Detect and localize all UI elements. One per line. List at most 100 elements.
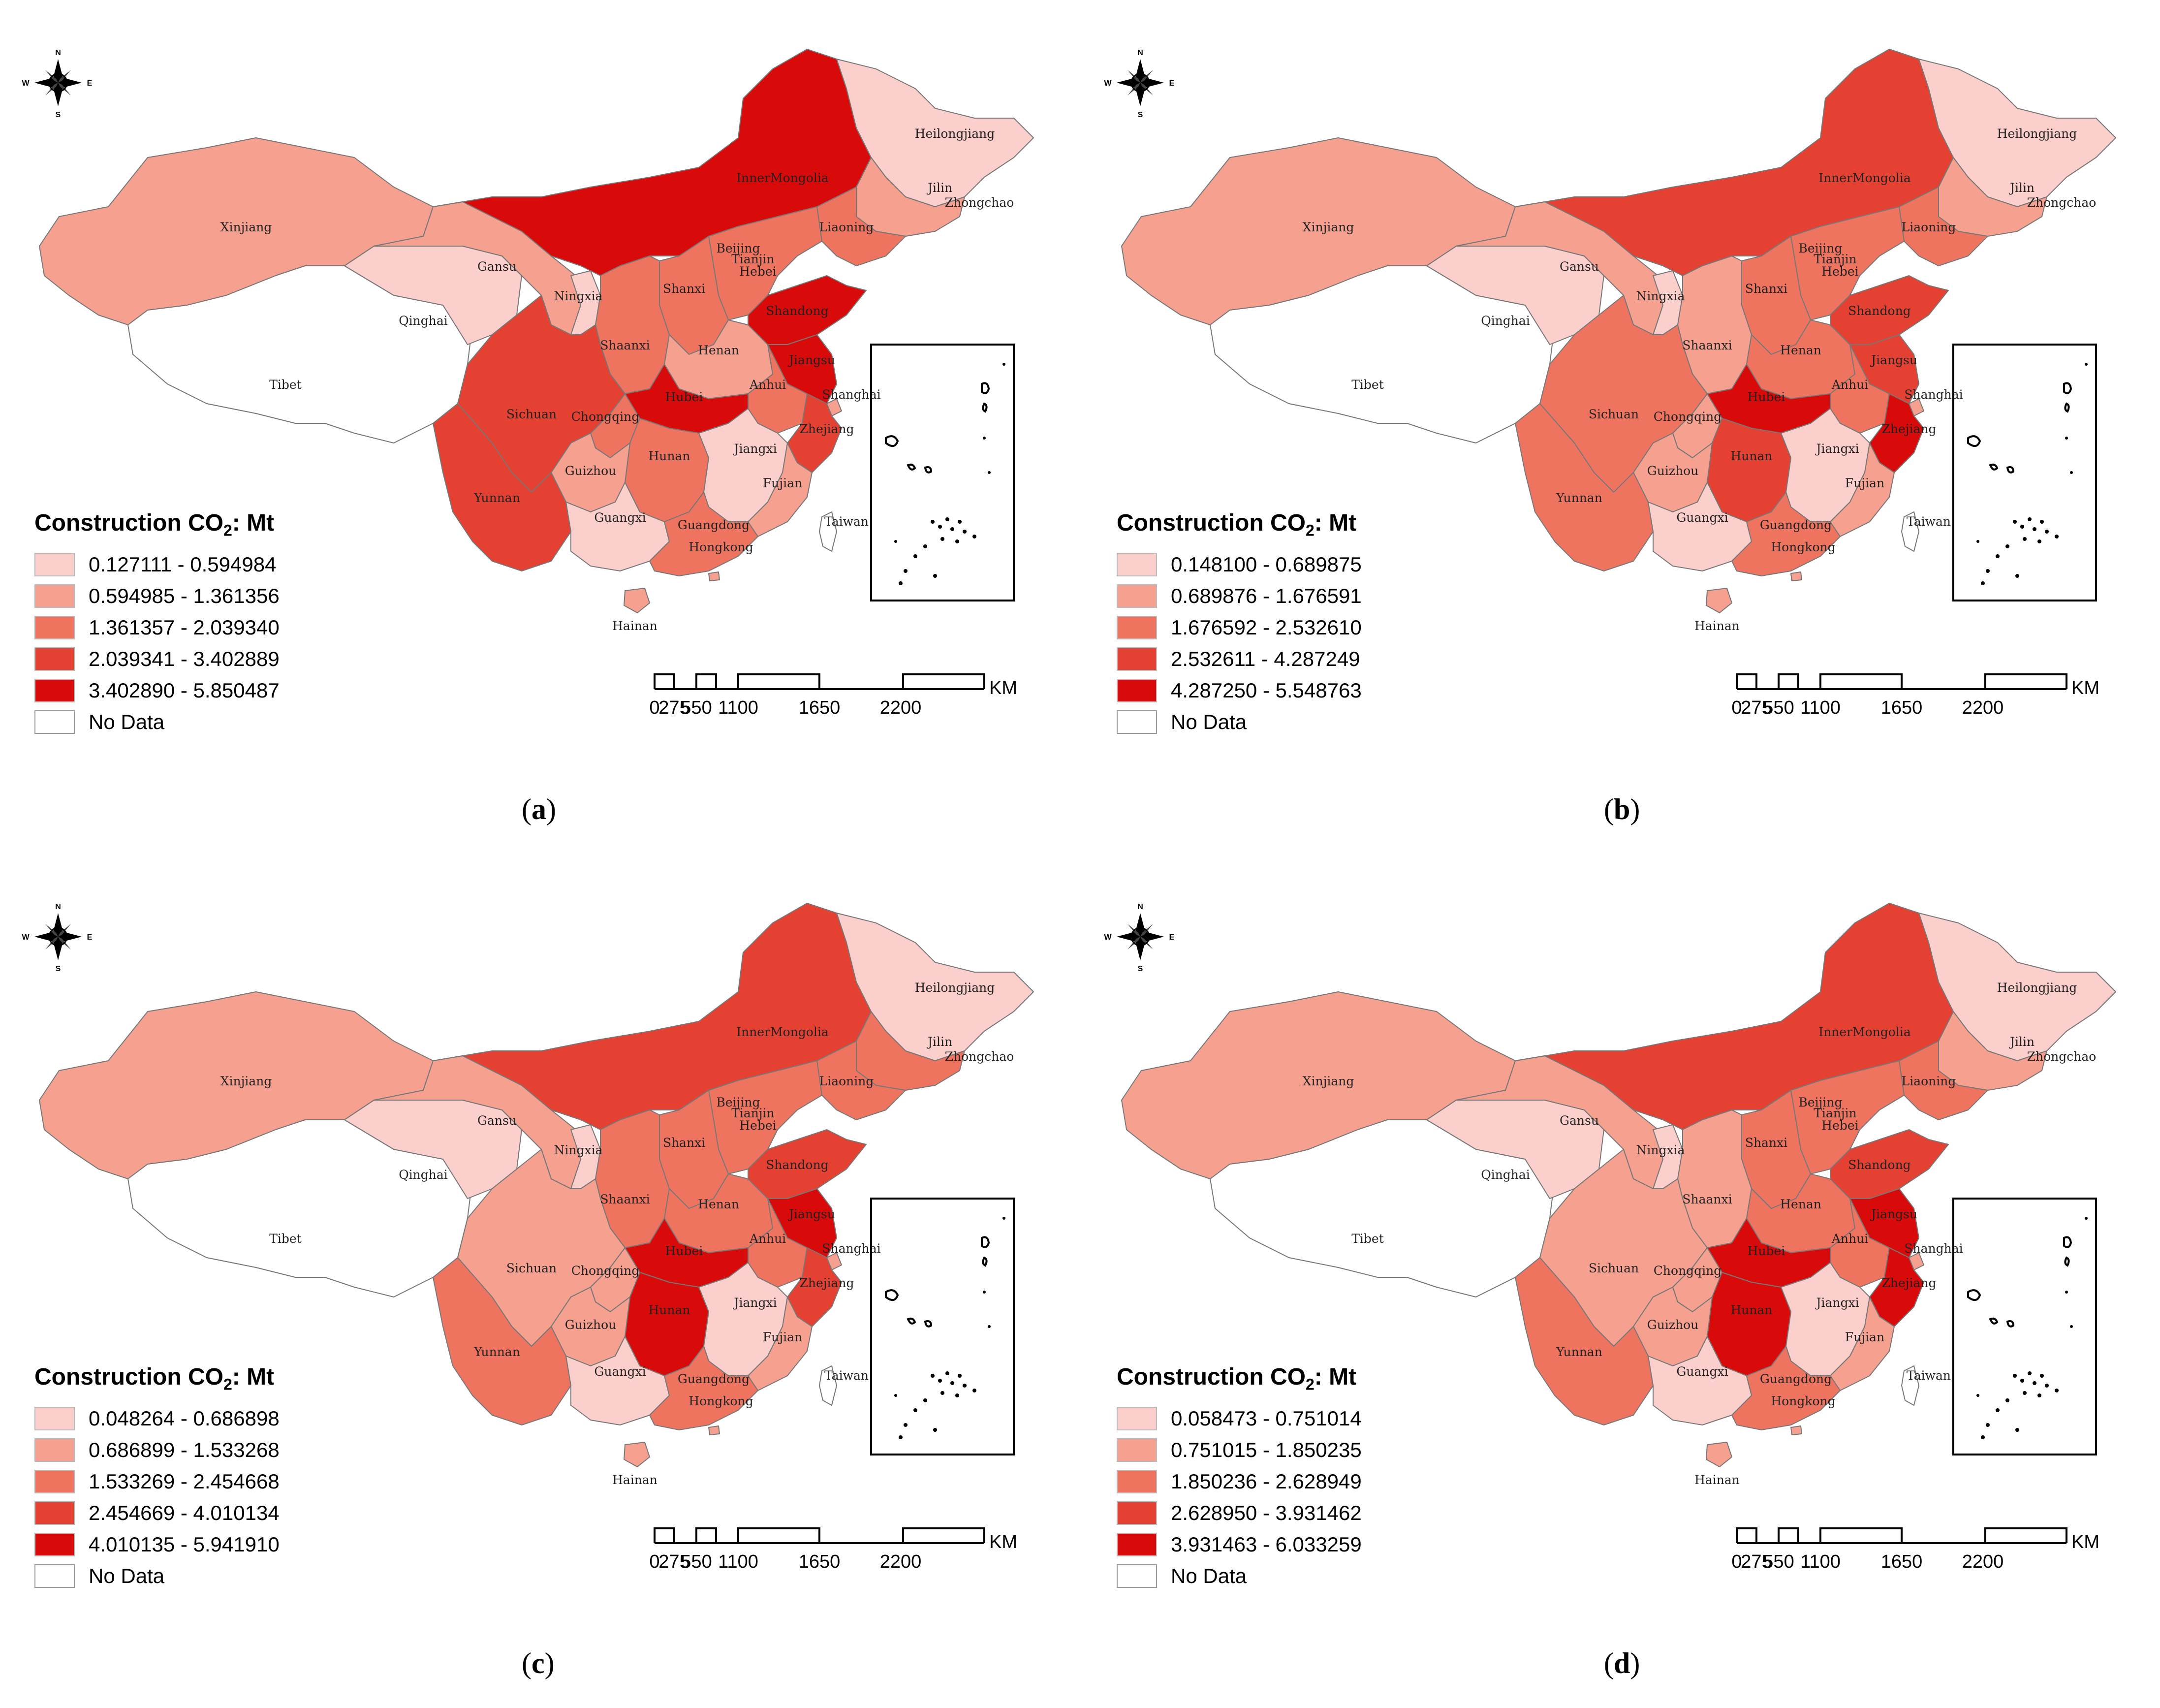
province-label-guangxi: Guangxi	[594, 1364, 646, 1379]
legend-swatch	[1117, 1469, 1157, 1493]
legend-item: 2.628950 - 3.931462	[1117, 1497, 1362, 1529]
legend-range-label: 2.454669 - 4.010134	[89, 1501, 280, 1524]
compass-east-label: E	[1169, 933, 1175, 942]
province-label-shaanxi: Shaanxi	[600, 338, 650, 352]
compass-south-label: S	[56, 965, 61, 973]
legend-item: 4.287250 - 5.548763	[1117, 675, 1362, 706]
map-panel-b: N S W E Xinjiang Tibet Qinghai Gansu InnerMo…	[1082, 0, 2160, 837]
legend: Construction CO2: Mt 0.058473 - 0.751014…	[1117, 1363, 1362, 1592]
province-heilongjiang	[836, 59, 1034, 207]
legend-swatch	[1117, 552, 1157, 576]
legend-range-label: 0.127111 - 0.594984	[89, 552, 277, 576]
province-guangdong	[649, 1346, 758, 1430]
choropleth-map: N S W E Xinjiang Tibet Qinghai Gansu InnerMo…	[22, 49, 1034, 718]
province-label-gansu: Gansu	[477, 259, 517, 274]
legend-item: 0.751015 - 1.850235	[1117, 1434, 1362, 1466]
province-label-hebei: Hebei	[739, 1118, 776, 1133]
legend-swatch	[34, 615, 75, 639]
compass-north-label: N	[1137, 49, 1143, 57]
legend-swatch	[1117, 584, 1157, 608]
province-label-jiangsu: Jiangsu	[787, 353, 835, 367]
province-label-hubei: Hubei	[1748, 390, 1785, 404]
scale-tick-label: 550	[1763, 1551, 1794, 1572]
province-label-ningxia: Ningxia	[554, 289, 603, 303]
province-label-guizhou: Guizhou	[1647, 464, 1699, 478]
province-label-anhui: Anhui	[1831, 378, 1868, 392]
province-label-innermongolia: InnerMongolia	[1818, 1025, 1911, 1039]
scale-tick-label: 550	[1763, 697, 1794, 718]
scale-tick-label: 1650	[799, 1551, 841, 1572]
legend-title-suffix: : Mt	[232, 1364, 275, 1390]
province-label-ningxia: Ningxia	[554, 1143, 603, 1157]
scale-bar	[1736, 673, 2067, 690]
province-liaoning	[1899, 1041, 1988, 1120]
province-shandong	[1830, 275, 1949, 345]
province-label-henan: Henan	[698, 1197, 739, 1211]
legend-item: 3.402890 - 5.850487	[34, 675, 280, 706]
compass-north-label: N	[1137, 903, 1143, 911]
scale-unit-label: KM	[989, 678, 1017, 698]
legend-title-suffix: : Mt	[232, 510, 275, 536]
province-taiwan	[1901, 1365, 1919, 1406]
legend-title-suffix: : Mt	[1314, 1364, 1357, 1390]
legend-swatch	[34, 552, 75, 576]
legend-no-data-label: No Data	[89, 1564, 165, 1587]
legend-range-label: 4.287250 - 5.548763	[1171, 678, 1362, 702]
legend-swatch	[1117, 647, 1157, 671]
legend-range-label: 0.058473 - 0.751014	[1171, 1406, 1362, 1430]
province-label-guizhou: Guizhou	[565, 464, 617, 478]
province-label-innermongolia: InnerMongolia	[736, 1025, 829, 1039]
compass-south-label: S	[1138, 965, 1143, 973]
compass-west-label: W	[22, 79, 30, 88]
scale-tick-label: 0	[649, 1551, 659, 1572]
province-label-beijing: Beijing	[1798, 1095, 1842, 1109]
legend-title-subscript: 2	[1305, 1375, 1315, 1393]
province-label-sichuan: Sichuan	[506, 1261, 557, 1275]
province-label-qinghai: Qinghai	[399, 1168, 448, 1182]
scale-tick-label: 2200	[880, 697, 922, 718]
province-label-chongqing: Chongqing	[1654, 1264, 1722, 1278]
compass-south-label: S	[56, 111, 61, 119]
compass-west-label: W	[22, 933, 30, 942]
province-label-liaoning: Liaoning	[819, 1074, 874, 1088]
scale-tick-label: 0	[1731, 1551, 1742, 1572]
province-label-shanxi: Shanxi	[1745, 1136, 1787, 1150]
choropleth-map: N S W E Xinjiang Tibet Qinghai Gansu InnerMo…	[22, 903, 1034, 1572]
province-label-sichuan: Sichuan	[1589, 1261, 1639, 1275]
province-label-fujian: Fujian	[763, 476, 802, 490]
legend-swatch	[34, 1469, 75, 1493]
legend-swatch	[1117, 678, 1157, 702]
scale-tick-label: 275	[1741, 697, 1772, 718]
province-label-taiwan: Taiwan	[1907, 1368, 1951, 1383]
legend-range-label: 2.628950 - 3.931462	[1171, 1501, 1362, 1524]
legend-range-label: 2.039341 - 3.402889	[89, 647, 280, 670]
legend: Construction CO2: Mt 0.048264 - 0.686898…	[34, 1363, 280, 1592]
compass-north-label: N	[55, 49, 61, 57]
province-label-xinjiang: Xinjiang	[1303, 220, 1354, 234]
scale-tick-label: 1100	[718, 697, 758, 718]
panel-caption: (c)	[522, 1647, 555, 1679]
legend-item: 1.361357 - 2.039340	[34, 612, 280, 643]
legend-range-label: 0.689876 - 1.676591	[1171, 584, 1362, 607]
legend-item: 2.454669 - 4.010134	[34, 1497, 280, 1529]
province-heilongjiang	[836, 913, 1034, 1061]
legend-item: 0.148100 - 0.689875	[1117, 549, 1362, 580]
province-label-qinghai: Qinghai	[1481, 1168, 1530, 1182]
legend-item: 1.850236 - 2.628949	[1117, 1466, 1362, 1497]
scale-tick-label: 0	[1731, 697, 1742, 718]
legend-range-label: 0.148100 - 0.689875	[1171, 552, 1362, 576]
province-label-hongkong: Hongkong	[689, 1394, 753, 1408]
scale-tick-label: 1650	[799, 697, 841, 718]
legend-swatch-no-data	[34, 710, 75, 734]
province-label-shanxi: Shanxi	[663, 1136, 705, 1150]
province-label-hunan: Hunan	[1730, 449, 1772, 463]
legend-range-label: 1.533269 - 2.454668	[89, 1469, 280, 1493]
province-label-chongqing: Chongqing	[1654, 410, 1722, 424]
province-label-hubei: Hubei	[665, 390, 703, 404]
legend-item: 2.039341 - 3.402889	[34, 643, 280, 675]
province-hainan	[1706, 588, 1732, 613]
province-label-jilin: Jilin	[926, 181, 952, 195]
province-label-sichuan: Sichuan	[1589, 407, 1639, 421]
province-label-innermongolia: InnerMongolia	[1818, 171, 1911, 185]
province-liaoning	[816, 1041, 906, 1120]
